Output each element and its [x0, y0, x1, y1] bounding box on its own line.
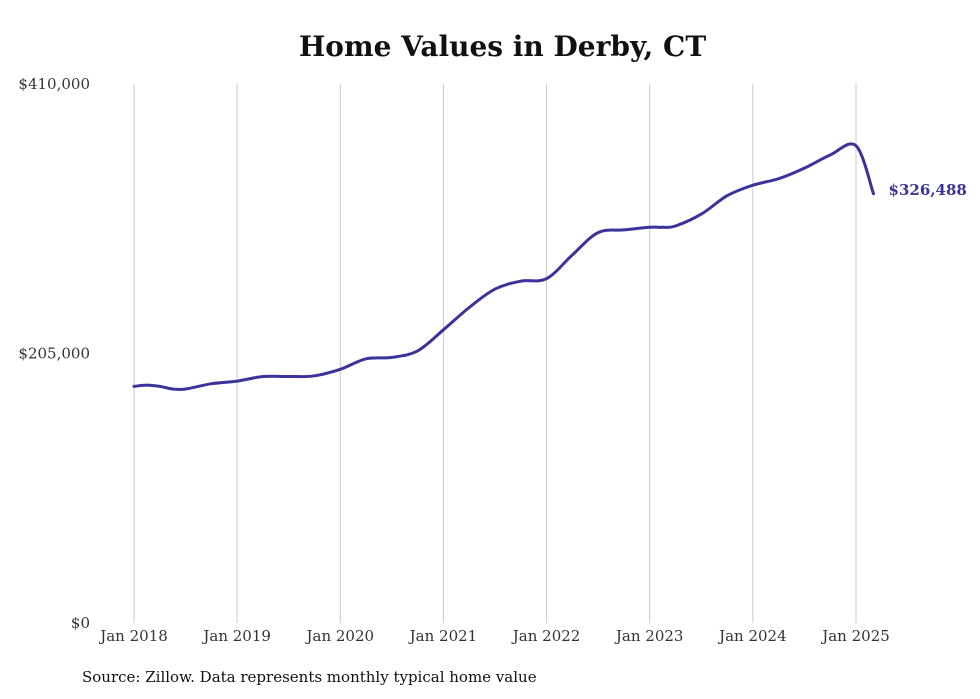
x-tick-label: Jan 2024: [717, 627, 787, 645]
x-tick-label: Jan 2020: [305, 627, 375, 645]
x-tick-label: Jan 2019: [201, 627, 271, 645]
y-tick-label: $205,000: [18, 345, 90, 363]
series-line: [132, 142, 875, 392]
source-note: Source: Zillow. Data represents monthly …: [82, 668, 537, 686]
x-tick-label: Jan 2018: [98, 627, 168, 645]
end-value-label: $326,488: [889, 181, 967, 199]
grid-lines: [133, 84, 857, 623]
chart-title: Home Values in Derby, CT: [298, 30, 707, 63]
y-tick-label: $410,000: [18, 75, 90, 93]
x-tick-label: Jan 2023: [614, 627, 684, 645]
x-tick-label: Jan 2021: [408, 627, 478, 645]
y-tick-label: $0: [71, 614, 90, 632]
x-axis-ticks: Jan 2018 Jan 2019 Jan 2020 Jan 2021 Jan 2022…: [98, 627, 890, 645]
x-tick-label: Jan 2025: [820, 627, 890, 645]
y-axis-ticks: $0 $205,000 $410,000: [18, 75, 90, 632]
x-tick-label: Jan 2022: [511, 627, 581, 645]
